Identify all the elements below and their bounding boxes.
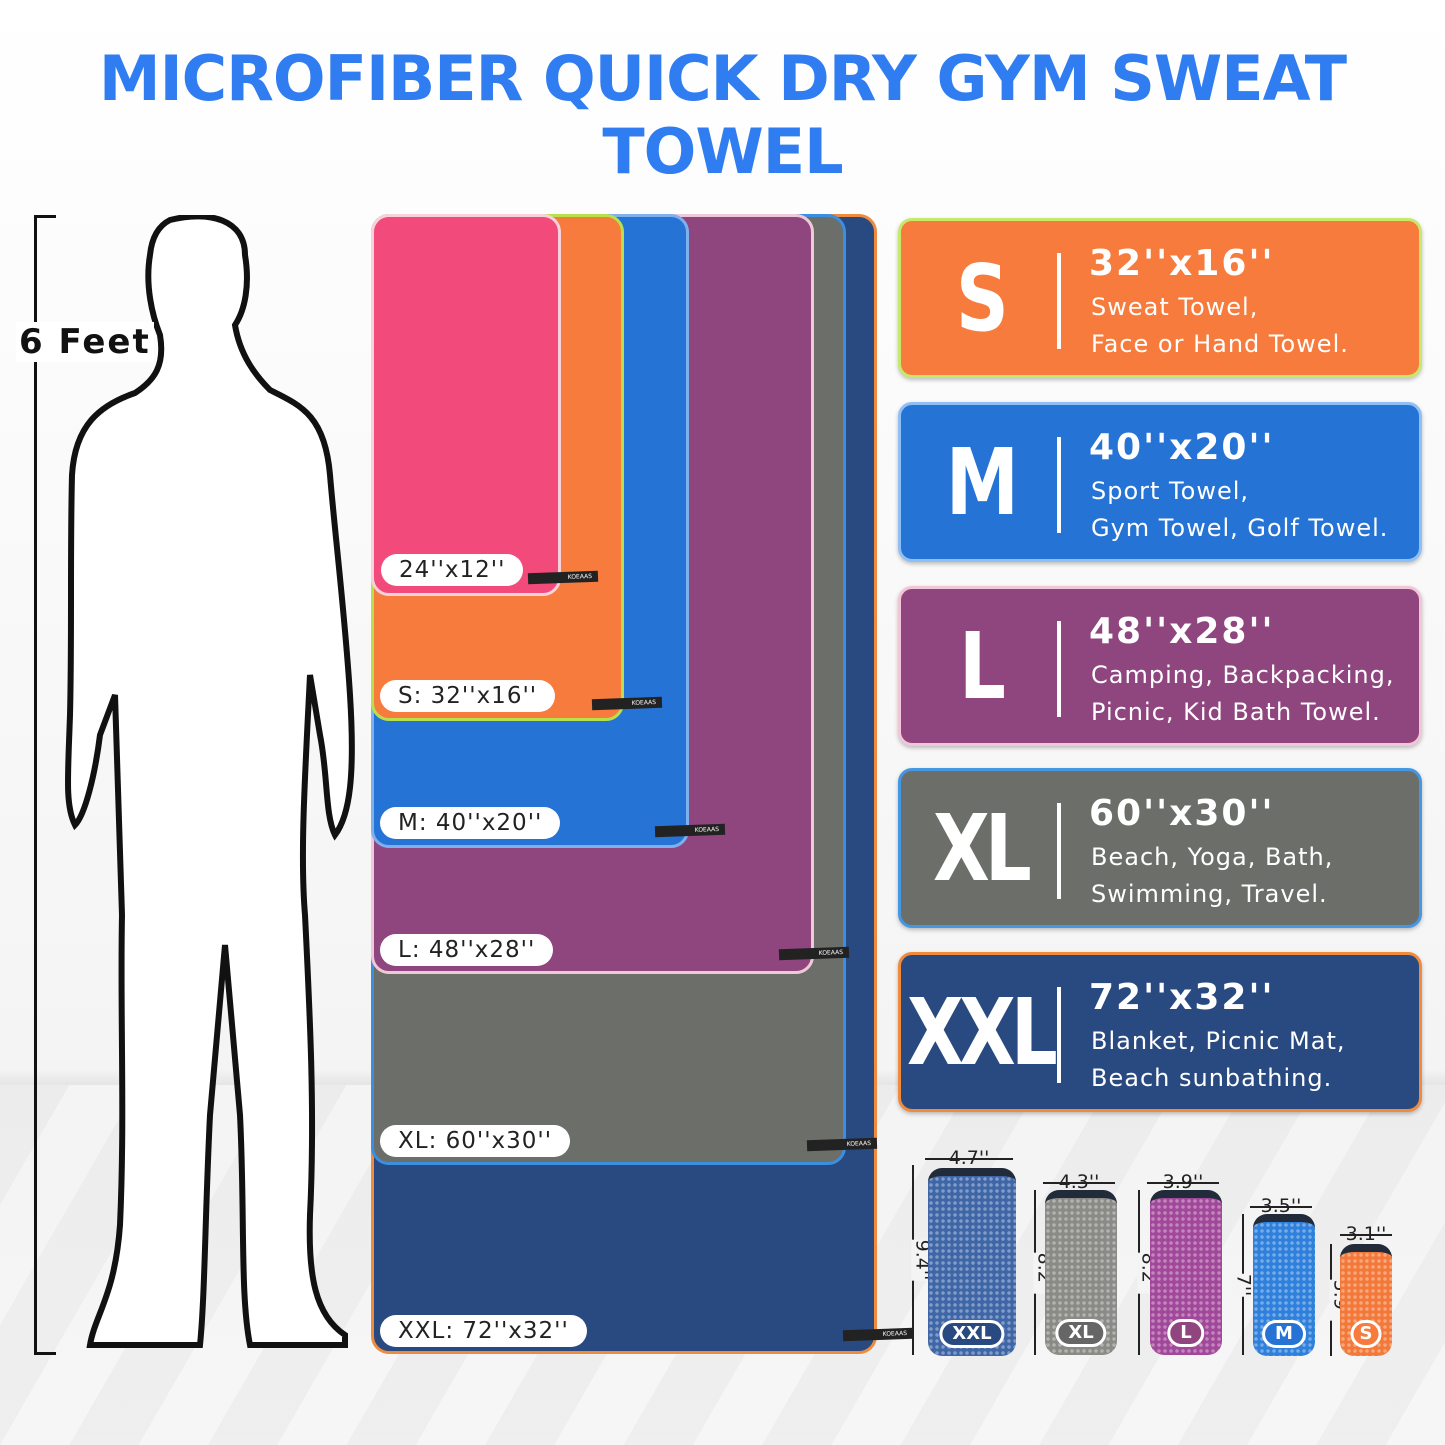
size-description: Sweat Towel, Face or Hand Towel. [1091, 293, 1349, 358]
size-letter: XL [932, 794, 1032, 902]
size-card-m: M 40''x20'' Sport Towel, Gym Towel, Golf … [898, 402, 1422, 562]
size-dimensions: 48''x28'' [1089, 611, 1275, 652]
towel-size-label: L: 48''x28'' [380, 934, 554, 966]
size-description: Sport Towel, Gym Towel, Golf Towel. [1091, 477, 1389, 542]
size-letter: M [945, 428, 1019, 536]
height-scale-line [34, 215, 56, 1355]
size-description: Beach, Yoga, Bath, Swimming, Travel. [1091, 843, 1334, 908]
pouch-xl: XL [1045, 1190, 1117, 1355]
pouch-m: M [1253, 1214, 1315, 1356]
size-card-xxl: XXL 72''x32'' Blanket, Picnic Mat, Beach … [898, 952, 1422, 1112]
pouch-width-label: 4.7'' [925, 1149, 1013, 1168]
size-description: Camping, Backpacking, Picnic, Kid Bath To… [1091, 661, 1395, 726]
size-letter: XXL [907, 978, 1058, 1086]
towel-size-label: M: 40''x20'' [380, 807, 561, 839]
size-card-xl: XL 60''x30'' Beach, Yoga, Bath, Swimming,… [898, 768, 1422, 928]
size-dimensions: 72''x32'' [1089, 977, 1275, 1018]
pouch-height-label: 8.2'' [1033, 1190, 1056, 1355]
pouch-height-label: 5.9'' [1329, 1244, 1352, 1356]
size-letter: S [955, 244, 1009, 352]
size-description: Blanket, Picnic Mat, Beach sunbathing. [1091, 1027, 1346, 1092]
divider [1057, 437, 1061, 533]
pouch-height-label: 8.2'' [1137, 1190, 1160, 1355]
person-silhouette-icon [64, 215, 355, 1348]
height-label: 6 Feet [16, 322, 154, 362]
pouch-width-label: 4.3'' [1043, 1173, 1115, 1192]
size-card-l: L 48''x28'' Camping, Backpacking, Picnic,… [898, 586, 1422, 746]
size-letter: L [958, 612, 1006, 720]
towel-size-label: XL: 60''x30'' [380, 1125, 571, 1157]
towel-size-label: S: 32''x16'' [380, 680, 556, 712]
divider [1057, 253, 1061, 349]
towel-xs [371, 214, 561, 596]
pouch-s: S [1340, 1244, 1392, 1356]
pouch-height-label: 9.4'' [911, 1165, 934, 1355]
divider [1057, 803, 1061, 899]
divider [1057, 987, 1061, 1083]
pouch-xxl: XXL [928, 1168, 1016, 1356]
size-dimensions: 60''x30'' [1089, 793, 1275, 834]
pouch-width-label: 3.1'' [1340, 1225, 1392, 1244]
pouch-width-label: 3.5'' [1250, 1197, 1312, 1216]
towel-size-label: 24''x12'' [381, 554, 524, 586]
towel-size-label: XXL: 72''x32'' [380, 1315, 587, 1347]
size-dimensions: 40''x20'' [1089, 427, 1275, 468]
page-title: MICROFIBER QUICK DRY GYM SWEAT TOWEL [98, 42, 1347, 188]
size-card-s: S 32''x16'' Sweat Towel, Face or Hand Tow… [898, 218, 1422, 378]
pouch-height-label: 7'' [1232, 1214, 1255, 1355]
pouch-l: L [1150, 1190, 1222, 1355]
divider [1057, 621, 1061, 717]
pouch-width-label: 3.9'' [1147, 1173, 1219, 1192]
size-dimensions: 32''x16'' [1089, 243, 1275, 284]
